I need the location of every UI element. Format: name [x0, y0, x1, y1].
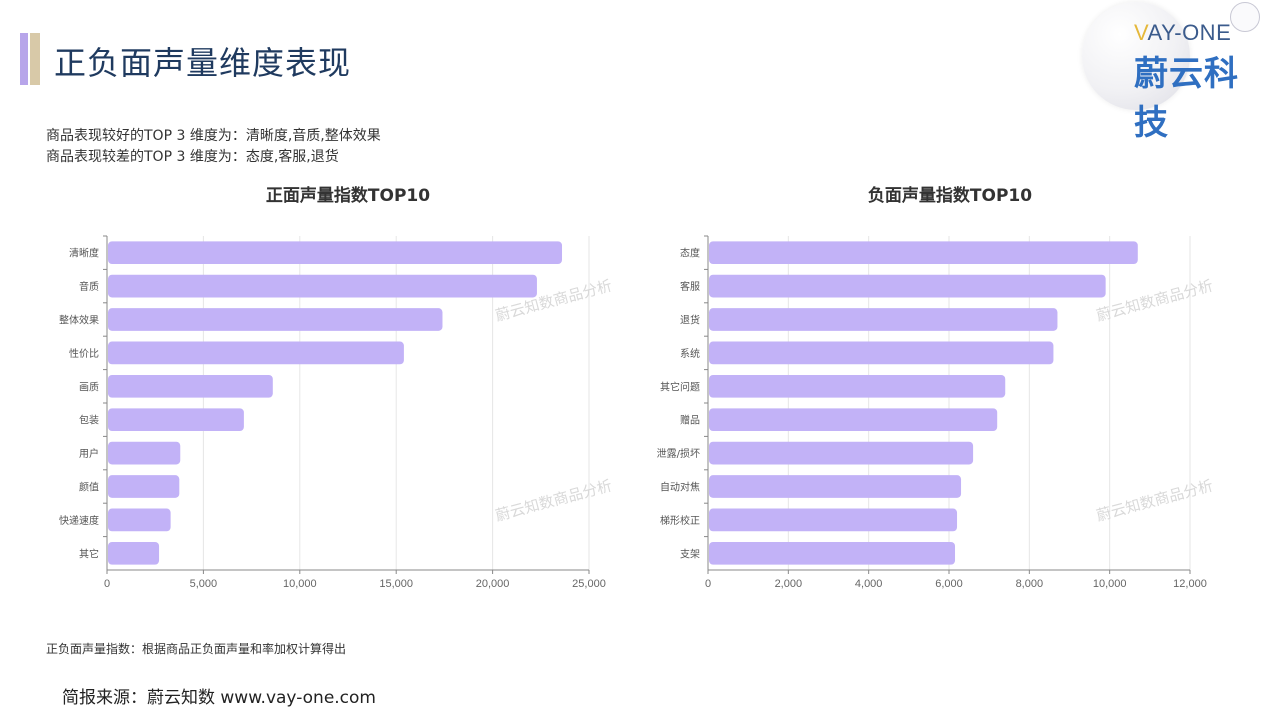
positive-chart-bar	[108, 475, 180, 498]
negative-chart-category-label: 泄露/损坏	[657, 447, 700, 460]
negative-chart-bar	[709, 508, 958, 532]
negative-chart-category-label: 系统	[680, 347, 700, 360]
negative-bar-chart: 0 2,000 4,000 6,000 8,000 10,000 12,000 态度客服退货系…	[657, 235, 1215, 590]
title-accent-bar-secondary	[30, 33, 40, 85]
positive-chart-bar	[108, 441, 181, 465]
positive-chart-bar	[108, 241, 563, 265]
negative-chart-x-tick-label: 0	[705, 578, 711, 590]
positive-chart-bar	[108, 541, 160, 565]
positive-chart-category-label: 音质	[79, 280, 99, 293]
summary-best-dimensions: 商品表现较好的TOP 3 维度为：清晰度,音质,整体效果	[46, 128, 381, 144]
positive-chart-x-tick-label: 0	[104, 578, 110, 590]
logo-circle	[1082, 2, 1190, 110]
negative-chart-bar	[709, 241, 1138, 265]
negative-chart-bar	[709, 541, 956, 565]
positive-chart-category-label: 整体效果	[59, 314, 99, 327]
summary-worst-dimensions: 商品表现较差的TOP 3 维度为：态度,客服,退货	[46, 149, 339, 165]
positive-chart-bar	[108, 274, 537, 298]
negative-chart-watermark: 蔚云知数商品分析	[1094, 276, 1215, 324]
title-accent-bar	[20, 33, 28, 85]
negative-chart-x-tick-label: 4,000	[855, 578, 883, 590]
logo-chinese-text: 蔚云科技	[1134, 54, 1239, 143]
negative-chart-watermark: 蔚云知数商品分析	[1094, 476, 1215, 524]
negative-chart-category-label: 退货	[680, 314, 700, 327]
positive-chart-category-label: 画质	[79, 381, 99, 393]
negative-chart-category-label: 梯形校正	[660, 514, 700, 527]
page-title: 正负面声量维度表现	[54, 44, 352, 82]
positive-chart-bar	[108, 508, 171, 532]
negative-chart-x-tick-label: 2,000	[775, 578, 803, 590]
positive-chart-category-label: 包装	[79, 414, 99, 427]
negative-chart-category-label: 其它问题	[660, 380, 700, 393]
summary-block: 商品表现较好的TOP 3 维度为：清晰度,音质,整体效果 商品表现较差的TOP …	[46, 126, 381, 168]
logo-english-text: VAY-ONE	[1134, 20, 1232, 45]
negative-chart-bar	[709, 408, 998, 432]
source-citation: 简报来源：蔚云知数 www.vay-one.com	[62, 688, 376, 708]
negative-chart-x-tick-label: 10,000	[1093, 578, 1127, 590]
positive-bar-chart: 0 5,000 10,000 15,000 20,000 25,000 清晰度音质整体效果性…	[59, 235, 614, 590]
negative-chart-bar	[709, 308, 1058, 331]
negative-chart-bar	[709, 274, 1106, 298]
negative-chart-bar	[709, 441, 974, 465]
positive-chart-bar	[108, 341, 404, 365]
positive-chart-category-label: 清晰度	[69, 247, 99, 260]
positive-chart-category-label: 其它	[79, 547, 99, 560]
positive-chart-category-label: 颜值	[79, 481, 99, 494]
positive-chart-x-tick-label: 25,000	[572, 578, 606, 590]
positive-chart-category-label: 用户	[79, 447, 99, 460]
negative-chart-bar	[709, 475, 962, 498]
negative-chart-category-label: 态度	[680, 247, 700, 260]
negative-chart-category-label: 自动对焦	[660, 481, 700, 494]
positive-chart-x-tick-label: 15,000	[379, 578, 413, 590]
negative-chart-category-label: 支架	[680, 548, 700, 560]
negative-chart-x-tick-label: 12,000	[1173, 578, 1207, 590]
positive-chart-category-label: 快递速度	[59, 514, 99, 527]
footnote: 正负面声量指数：根据商品正负面声量和率加权计算得出	[46, 642, 347, 656]
negative-chart-category-label: 赠品	[680, 414, 700, 427]
positive-chart-bar	[108, 374, 273, 398]
positive-chart-x-tick-label: 5,000	[190, 578, 218, 590]
negative-chart-bar	[709, 341, 1054, 365]
positive-chart-bar	[108, 308, 443, 331]
positive-chart-bar	[108, 408, 244, 432]
positive-chart-watermark: 蔚云知数商品分析	[493, 476, 614, 524]
positive-chart-title: 正面声量指数TOP10	[265, 186, 431, 206]
negative-chart-x-tick-label: 6,000	[935, 578, 963, 590]
logo-small-circle	[1230, 2, 1260, 32]
negative-chart-category-label: 客服	[680, 280, 700, 293]
negative-chart-bar	[709, 374, 1006, 398]
negative-chart-x-tick-label: 8,000	[1016, 578, 1044, 590]
positive-chart-category-label: 性价比	[69, 347, 99, 360]
positive-chart-x-tick-label: 20,000	[476, 578, 510, 590]
company-logo: VAY-ONE 蔚云科技	[1082, 0, 1272, 143]
positive-chart-x-tick-label: 10,000	[283, 578, 317, 590]
negative-chart-title: 负面声量指数TOP10	[867, 186, 1033, 206]
